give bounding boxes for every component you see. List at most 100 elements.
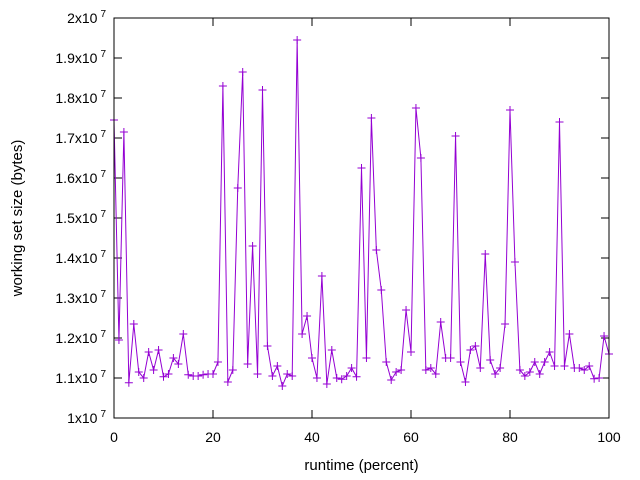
y-tick-mantissa: 2x10 (67, 10, 98, 26)
data-point (491, 370, 500, 378)
data-point (560, 362, 569, 370)
data-point (515, 366, 524, 374)
data-point (253, 370, 262, 378)
x-axis-ticks: 0 20 40 60 80 100 (110, 18, 621, 445)
data-point (243, 360, 252, 368)
y-tick-label: 1.6x10 7 (55, 169, 106, 186)
data-point (209, 370, 217, 378)
data-point (397, 366, 406, 374)
y-tick-exponent: 7 (100, 129, 106, 140)
y-tick-mantissa: 1.6x10 (55, 170, 97, 186)
data-point (149, 366, 158, 374)
data-point (382, 358, 391, 366)
data-point (540, 358, 549, 366)
data-point (595, 374, 604, 382)
data-point (194, 372, 203, 380)
data-point (283, 370, 292, 378)
data-point (585, 362, 594, 370)
data-point (347, 364, 356, 372)
y-tick-label: 1.7x10 7 (55, 129, 106, 146)
data-point (327, 346, 336, 354)
y-tick-label: 1.9x10 7 (55, 49, 106, 66)
x-tick-label: 40 (304, 429, 320, 445)
data-point (144, 348, 153, 356)
x-tick-label: 20 (205, 429, 221, 445)
x-axis-label: runtime (percent) (304, 457, 418, 474)
data-point (372, 246, 381, 254)
data-point (530, 358, 539, 366)
data-point (545, 348, 554, 356)
data-point (496, 364, 505, 372)
data-point (179, 330, 188, 338)
data-point (501, 320, 510, 328)
y-tick-mantissa: 1x10 (67, 410, 98, 426)
data-point (223, 378, 232, 386)
data-point (555, 118, 564, 126)
data-point (293, 36, 302, 44)
data-point (535, 370, 544, 378)
y-tick-exponent: 7 (100, 289, 106, 300)
data-point (312, 374, 321, 382)
y-tick-mantissa: 1.4x10 (55, 250, 97, 266)
y-axis-label: working set size (bytes) (9, 140, 26, 298)
data-point (322, 380, 331, 388)
data-point (134, 368, 143, 376)
data-point (129, 320, 138, 328)
data-point (550, 362, 559, 370)
data-point (248, 242, 257, 250)
data-point (411, 104, 420, 112)
y-tick-exponent: 7 (100, 329, 106, 340)
data-point (580, 366, 589, 374)
y-tick-exponent: 7 (100, 249, 106, 260)
data-point (456, 358, 465, 366)
data-point (466, 346, 475, 354)
data-point (565, 330, 574, 338)
data-point (436, 318, 445, 326)
data-point (308, 354, 316, 362)
data-point (377, 286, 386, 294)
y-tick-label: 1x10 7 (67, 409, 106, 426)
data-point (303, 312, 312, 320)
data-point (169, 354, 178, 362)
data-point (575, 364, 584, 372)
y-tick-mantissa: 1.8x10 (55, 90, 97, 106)
data-point (263, 342, 272, 350)
x-tick-label: 80 (502, 429, 518, 445)
data-point (352, 372, 361, 381)
data-point (139, 374, 148, 382)
data-point (154, 346, 163, 354)
data-point (451, 132, 460, 140)
data-point (238, 68, 247, 76)
y-tick-label: 1.2x10 7 (55, 329, 106, 346)
data-point (471, 342, 480, 350)
data-point (486, 356, 495, 364)
data-point (431, 370, 440, 378)
y-tick-exponent: 7 (100, 369, 106, 380)
data-point (506, 106, 514, 114)
data-point (481, 250, 490, 258)
data-point (461, 378, 470, 386)
data-point (387, 376, 396, 384)
x-tick-label: 100 (597, 429, 621, 445)
data-point (124, 378, 133, 387)
data-point (278, 382, 287, 390)
data-point (510, 258, 519, 266)
data-point (416, 154, 425, 162)
data-point-markers (110, 36, 613, 390)
data-point (114, 336, 123, 344)
y-tick-mantissa: 1.3x10 (55, 290, 97, 306)
data-point (421, 366, 430, 374)
data-point (476, 364, 485, 372)
data-point (392, 368, 401, 376)
data-point (164, 370, 173, 378)
data-point (525, 368, 534, 376)
data-point (600, 332, 609, 340)
data-point (159, 372, 168, 381)
data-point (288, 372, 297, 380)
y-tick-label: 2x10 7 (67, 9, 106, 26)
data-point (233, 184, 242, 192)
y-tick-mantissa: 1.1x10 (55, 370, 97, 386)
y-tick-label: 1.1x10 7 (55, 369, 106, 386)
y-tick-exponent: 7 (100, 49, 106, 60)
data-point (362, 354, 371, 362)
